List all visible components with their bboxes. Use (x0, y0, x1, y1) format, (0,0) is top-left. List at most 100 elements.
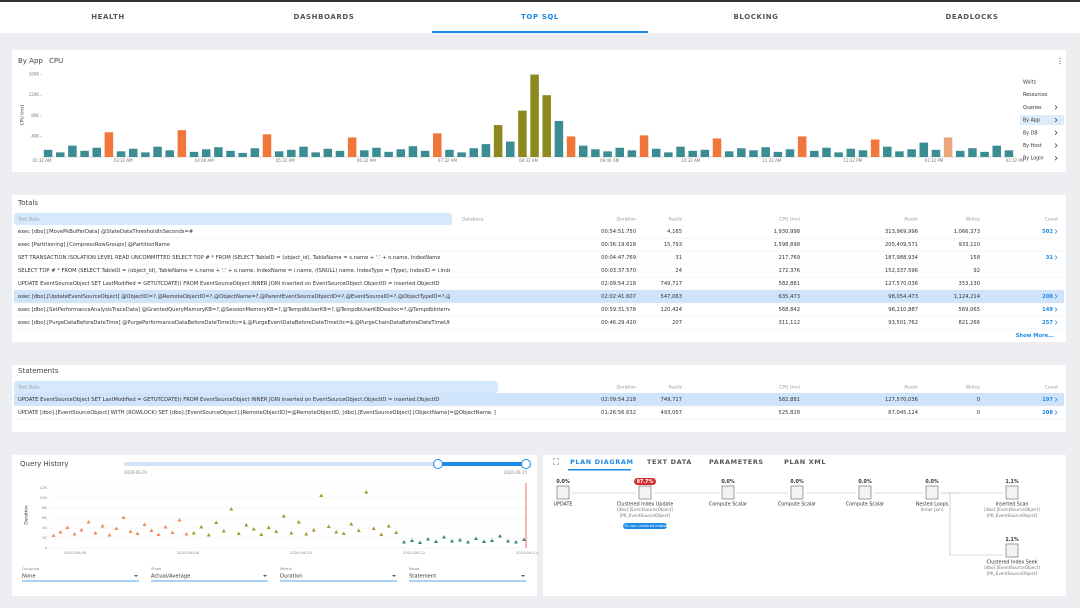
show-more[interactable]: Show More... (1016, 333, 1054, 339)
cell: 120,424 (661, 307, 683, 313)
slider-handle[interactable] (521, 459, 531, 469)
plan-tab[interactable]: PLAN XML (784, 458, 826, 466)
plan-tab[interactable]: TEXT DATA (647, 458, 692, 466)
history-point (163, 525, 168, 529)
bar (457, 152, 466, 157)
node-detail: [dbo].[EventSourceObject] (984, 565, 1040, 570)
side-menu-item[interactable]: By Host (1023, 143, 1042, 149)
column-header[interactable]: Duration (616, 217, 636, 223)
cell: 207 (672, 320, 682, 326)
count-link[interactable]: 257 (1042, 320, 1053, 326)
bar (895, 151, 904, 157)
row-text[interactable]: UPDATE EventSourceObject SET LastModifie… (18, 281, 439, 287)
bar (834, 152, 843, 157)
node-icon[interactable] (1005, 485, 1019, 500)
x-tick-label: 2020-06-14 (516, 550, 539, 555)
cell: 187,988,934 (885, 255, 919, 261)
row-text[interactable]: SET TRANSACTION ISOLATION LEVEL READ UNC… (18, 255, 440, 261)
count-link[interactable]: 502 (1042, 229, 1053, 235)
expand-icon[interactable]: ⛶ (552, 458, 559, 467)
cell: 00:46:29.420 (601, 320, 636, 326)
node-icon[interactable] (556, 485, 570, 500)
side-menu-item[interactable]: Waits (1023, 80, 1037, 86)
column-header[interactable]: Count (1045, 385, 1059, 391)
tab[interactable]: TOP SQL (521, 13, 559, 21)
history-panel (12, 455, 537, 596)
menu-icon[interactable]: ⋮ (1056, 57, 1064, 66)
bar (165, 150, 174, 157)
control-value[interactable]: Duration (280, 574, 303, 580)
column-header[interactable]: Text Data (17, 217, 40, 223)
row-text[interactable]: exec [dbo].[UpdateEventSourceObject] @Ob… (18, 294, 511, 300)
column-header[interactable]: CPU (ms) (779, 217, 800, 223)
count-link[interactable]: 197 (1042, 397, 1053, 403)
side-menu-item[interactable]: Queries (1023, 105, 1042, 111)
count-link[interactable]: 208 (1042, 294, 1053, 300)
bar (797, 136, 807, 157)
column-header[interactable]: Duration (616, 385, 636, 391)
row-text[interactable]: exec [Partitioning].[CompressRowGroups] … (18, 242, 170, 248)
column-header[interactable]: Reads (904, 217, 918, 223)
node-icon[interactable] (790, 485, 804, 500)
column-header[interactable]: Text Data (17, 385, 40, 391)
control-value[interactable]: Statement (409, 574, 436, 580)
node-label: Compute Scalar (778, 502, 816, 508)
x-tick-label: 02:32 PM (1006, 158, 1025, 163)
row-text[interactable]: exec [dbo].[MovePkBufferData] @StateData… (18, 229, 193, 235)
column-header[interactable]: Count (1045, 217, 1059, 223)
y-tick-label: 10K (40, 495, 48, 500)
column-header[interactable]: Writes (966, 385, 981, 391)
chart-metric: CPU (49, 57, 63, 65)
column-header[interactable]: Reads (668, 385, 682, 391)
bar (518, 110, 527, 157)
count-link[interactable]: 208 (1042, 410, 1053, 416)
column-header[interactable]: Database (462, 217, 484, 223)
cell: 547,063 (661, 294, 682, 300)
plan-tab[interactable]: PLAN DIAGRAM (570, 458, 634, 466)
bar (724, 151, 734, 157)
tab[interactable]: BLOCKING (733, 13, 778, 21)
cell: 0 (977, 410, 980, 416)
node-label: Compute Scalar (846, 502, 884, 508)
row-text[interactable]: UPDATE [dbo].[EventSourceObject] WITH (R… (18, 410, 557, 416)
cell: 493,057 (661, 410, 682, 416)
bar (372, 147, 381, 157)
x-tick-label: 2020-06-12 (403, 550, 426, 555)
history-point (93, 531, 98, 535)
tab[interactable]: HEALTH (91, 13, 125, 21)
slider-handle[interactable] (433, 459, 443, 469)
row-text[interactable]: UPDATE EventSourceObject SET LastModifie… (18, 397, 439, 403)
side-menu-item[interactable]: By DB (1023, 130, 1038, 136)
column-header[interactable]: Writes (966, 217, 981, 223)
side-menu-item[interactable]: Resources (1023, 92, 1048, 98)
column-header[interactable]: Reads (904, 385, 918, 391)
history-point (349, 522, 354, 526)
node-icon[interactable] (638, 485, 652, 500)
node-icon[interactable] (925, 485, 939, 500)
node-icon[interactable] (1005, 543, 1019, 558)
count-link[interactable]: 31 (1046, 255, 1054, 261)
x-tick-label: 09:40 AM (600, 158, 620, 163)
history-point (244, 523, 249, 527)
plan-tab[interactable]: PARAMETERS (709, 458, 764, 466)
row-text[interactable]: SELECT TOP # * FROM (SELECT TableID = (o… (18, 268, 521, 274)
row-text[interactable]: exec [dbo].[PurgeDataBeforeDateTime] @Pu… (18, 320, 512, 326)
index-badge-text[interactable]: +13 non-clustered indexes (621, 524, 669, 528)
control-value[interactable]: Actual/Average (151, 574, 190, 580)
bar (712, 138, 722, 157)
node-icon[interactable] (721, 485, 735, 500)
tab[interactable]: DEADLOCKS (946, 13, 999, 21)
side-menu-item[interactable]: By Login (1023, 156, 1044, 162)
tab[interactable]: DASHBOARDS (294, 13, 355, 21)
bar (651, 148, 661, 157)
node-icon[interactable] (858, 485, 872, 500)
column-header[interactable]: CPU (ms) (779, 385, 800, 391)
count-link[interactable]: 149 (1042, 307, 1053, 313)
x-tick-label: 01:32 PM (925, 158, 944, 163)
history-point (191, 531, 196, 535)
control-value[interactable]: None (22, 574, 36, 580)
history-point (490, 538, 494, 542)
column-header[interactable]: Reads (668, 217, 682, 223)
row-text[interactable]: exec [dbo].[SetPerformanceAnalysisTraceD… (18, 307, 505, 313)
side-menu-item[interactable]: By App (1023, 118, 1040, 124)
